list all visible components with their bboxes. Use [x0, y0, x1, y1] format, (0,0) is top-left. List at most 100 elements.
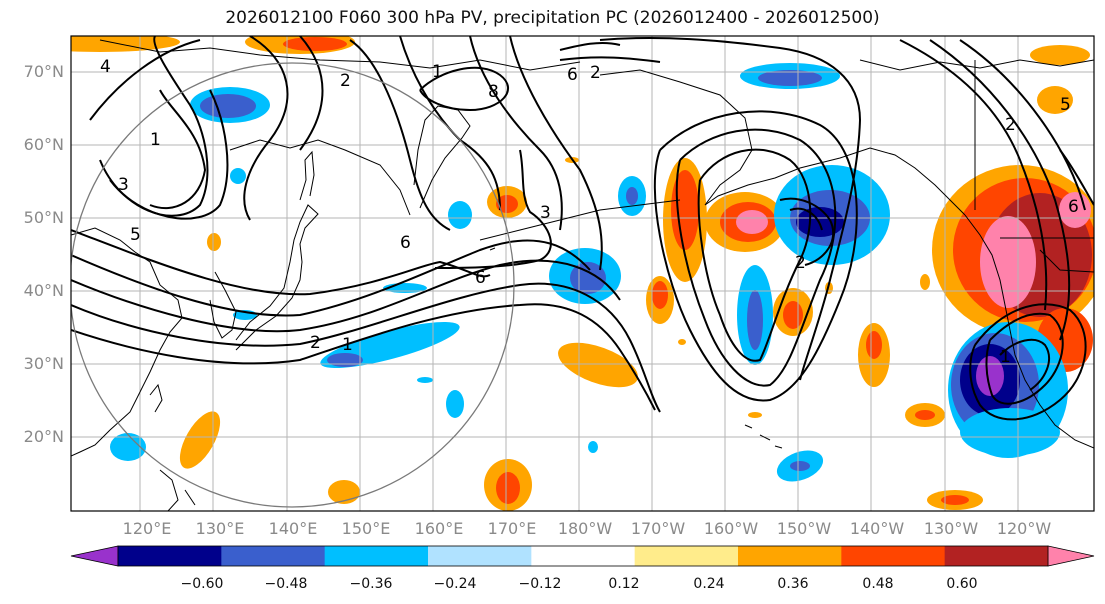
- colorbar-bin: [118, 546, 222, 566]
- pv-contour-label: 5: [130, 225, 141, 245]
- coast-taiwan: [149, 383, 163, 413]
- precip-blob: [796, 207, 844, 237]
- colorbar-tick-label: −0.60: [180, 576, 224, 592]
- colorbar-tick-label: 0.12: [608, 576, 640, 592]
- precip-blob: [283, 37, 347, 51]
- precip-blob: [941, 495, 969, 505]
- precip-blob: [588, 441, 598, 453]
- pv-contour-label: 1: [432, 62, 443, 82]
- pv-contour-label: 6: [567, 65, 578, 85]
- pv-contour: [599, 37, 862, 381]
- lon-label: 170°W: [630, 519, 686, 538]
- pv-contour-label: 6: [475, 268, 486, 288]
- pv-contour: [653, 110, 858, 402]
- colorbar-tick-label: −0.12: [518, 576, 562, 592]
- pv-contour-label: 6: [1068, 197, 1079, 217]
- pv-contour-label: 2: [590, 63, 601, 83]
- coast-siberia: [99, 39, 581, 71]
- precip-blob: [671, 170, 699, 250]
- precip-blob: [200, 94, 256, 118]
- pv-contour: [469, 36, 563, 231]
- pv-contour-label: 4: [100, 57, 111, 77]
- pv-contour-label: 2: [795, 253, 806, 273]
- pv-contour-label: 2: [340, 71, 351, 91]
- precip-blob: [960, 408, 1060, 456]
- lon-label: 140°E: [268, 519, 318, 538]
- pv-contour-label: 1: [342, 335, 353, 355]
- pv-contour: [149, 89, 207, 210]
- colorbar-extend-high: [1047, 545, 1095, 567]
- coast-korea: [209, 271, 237, 339]
- precip-blob: [1037, 86, 1073, 114]
- precip-blob: [496, 195, 518, 213]
- colorbar-bin: [944, 546, 1049, 566]
- colorbar-tick-label: −0.24: [433, 576, 477, 592]
- pv-contour: [985, 312, 1064, 405]
- pv-contour-label: 1: [1000, 347, 1011, 367]
- precip-blob: [230, 168, 246, 184]
- colorbar-tick-label: 0.24: [693, 576, 725, 592]
- lon-label: 130°W: [923, 519, 979, 538]
- precip-blob: [558, 342, 638, 388]
- coast-alaska: [599, 69, 966, 216]
- colorbar-bin: [634, 546, 739, 566]
- pv-contours: [71, 36, 1094, 421]
- lat-label: 40°N: [23, 281, 64, 300]
- pv-contour: [349, 39, 451, 231]
- pv-contour: [959, 39, 1086, 211]
- colorbar-bin: [738, 546, 842, 566]
- precip-blob: [71, 36, 180, 52]
- pv-contour: [299, 36, 324, 151]
- coastlines: [71, 39, 1094, 511]
- colorbar-tick-label: 0.36: [777, 576, 809, 592]
- precip-blob: [748, 412, 762, 418]
- reference-circle: [71, 62, 515, 508]
- lon-label: 120°W: [996, 519, 1052, 538]
- pv-contour-label: 3: [118, 175, 129, 195]
- pv-contour: [929, 39, 1071, 341]
- colorbar: [70, 545, 1095, 567]
- colorbar-bin: [841, 546, 946, 566]
- precip-blob: [678, 339, 686, 345]
- colorbar-bins: [118, 546, 1049, 566]
- lat-label: 50°N: [23, 208, 64, 227]
- precip-blob: [790, 461, 810, 471]
- pv-contour-label: 3: [540, 203, 551, 223]
- lat-label: 20°N: [23, 427, 64, 446]
- colorbar-bin: [324, 546, 429, 566]
- lon-label: 150°E: [341, 519, 391, 538]
- map-title: 2026012100 F060 300 hPa PV, precipitatio…: [225, 8, 880, 28]
- precip-blob: [110, 433, 146, 461]
- lon-label: 150°W: [776, 519, 832, 538]
- graticule: [71, 36, 1094, 511]
- coast-aleutians: [479, 199, 681, 251]
- coast-philippines: [159, 469, 196, 511]
- precip-blob: [207, 233, 221, 251]
- precip-blob: [758, 70, 822, 86]
- precip-blob: [626, 187, 638, 205]
- pv-contour-label: 5: [1060, 95, 1071, 115]
- precip-blob: [783, 301, 803, 329]
- pv-contour-label: 1: [150, 130, 161, 150]
- lon-label: 160°W: [703, 519, 759, 538]
- map-panel: 2 4 6 8 1 2 3 5 6 1 2 6 1 2 5 6 1 2 3: [71, 36, 1094, 511]
- pv-contour: [999, 338, 1050, 391]
- lon-label: 180°W: [557, 519, 613, 538]
- lon-label: 160°E: [414, 519, 464, 538]
- colorbar-tick-label: −0.48: [264, 576, 308, 592]
- lat-label: 60°N: [23, 135, 64, 154]
- precip-blob: [417, 377, 433, 383]
- precip-blob: [496, 472, 520, 504]
- pv-contour: [71, 282, 661, 413]
- coast-alaska-north: [859, 59, 1094, 71]
- pv-contour: [109, 89, 229, 220]
- precip-blob: [866, 331, 882, 359]
- precip-blob: [1030, 45, 1090, 65]
- pv-contour: [509, 36, 603, 271]
- precip-blob: [448, 201, 472, 229]
- map-frame: [70, 35, 1095, 512]
- lat-label: 70°N: [23, 62, 64, 81]
- precip-blob: [328, 480, 360, 504]
- coast-kamchatka: [413, 105, 471, 209]
